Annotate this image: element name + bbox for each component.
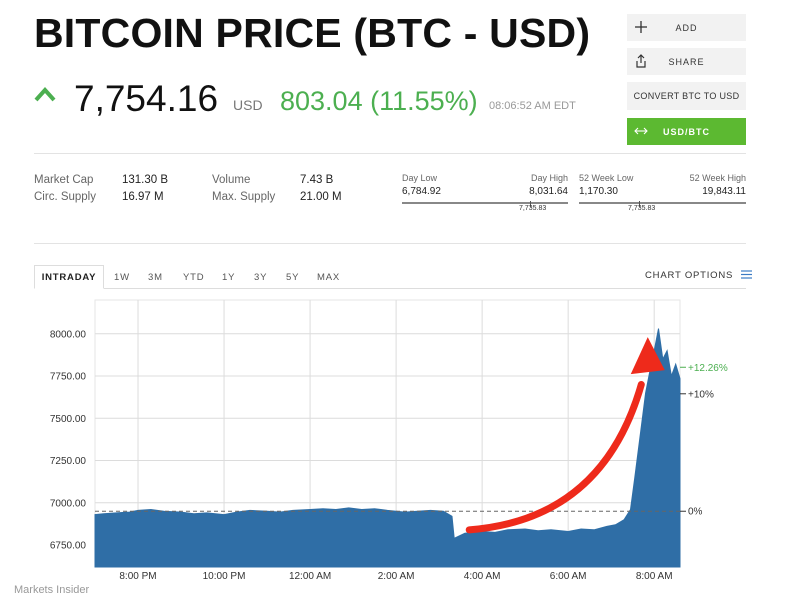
x-tick-label: 10:00 PM bbox=[203, 571, 246, 582]
x-tick-label: 8:00 AM bbox=[636, 571, 673, 582]
max-supply-label: Max. Supply bbox=[212, 191, 276, 203]
x-tick-label: 4:00 AM bbox=[464, 571, 501, 582]
price-row: 7,754.16 USD 803.04 (11.55%) 08:06:52 AM… bbox=[34, 78, 594, 122]
chart-options-button[interactable]: CHART OPTIONS bbox=[645, 270, 752, 281]
arrow-up-icon bbox=[34, 87, 56, 102]
price-area-series bbox=[94, 328, 681, 568]
day-high-value: 8,031.64 bbox=[529, 186, 568, 197]
day-range-bar bbox=[402, 202, 568, 204]
share-button-label: SHARE bbox=[668, 56, 705, 67]
52w-high-value: 19,843.11 bbox=[702, 186, 746, 197]
y-tick-label: 8000.00 bbox=[50, 329, 87, 340]
price-change: 803.04 (11.55%) bbox=[280, 86, 478, 116]
52w-high-label: 52 Week High bbox=[689, 173, 746, 183]
52w-range-marker bbox=[639, 201, 640, 207]
y-tick-label: 7000.00 bbox=[50, 498, 87, 509]
circ-supply-value: 16.97 M bbox=[122, 191, 164, 203]
volume-label: Volume bbox=[212, 174, 251, 186]
footer-source: Markets Insider bbox=[14, 584, 90, 593]
market-cap-value: 131.30 B bbox=[122, 174, 169, 186]
day-range: Day Low Day High 6,784.92 8,031.64 7,735… bbox=[402, 173, 568, 223]
y-tick-label: 6750.00 bbox=[50, 541, 87, 552]
52w-low-value: 1,170.30 bbox=[579, 186, 618, 197]
tab-1w[interactable]: 1W bbox=[114, 271, 130, 283]
52-week-range: 52 Week Low 52 Week High 1,170.30 19,843… bbox=[579, 173, 746, 223]
market-cap-label: Market Cap bbox=[34, 174, 94, 186]
trend-arrow-head bbox=[630, 337, 665, 375]
plus-icon bbox=[635, 21, 647, 33]
y-tick-label: 7500.00 bbox=[50, 414, 87, 425]
x-tick-label: 2:00 AM bbox=[378, 571, 415, 582]
tab-intraday[interactable]: INTRADAY bbox=[34, 265, 104, 289]
swap-arrows-icon bbox=[634, 127, 648, 135]
y-tick-label: 7250.00 bbox=[50, 456, 87, 467]
page-title: BITCOIN PRICE (BTC - USD) bbox=[34, 10, 591, 56]
day-high-label: Day High bbox=[530, 173, 568, 183]
divider bbox=[34, 153, 746, 154]
tab-3m[interactable]: 3M bbox=[148, 271, 163, 283]
day-low-value: 6,784.92 bbox=[402, 186, 441, 197]
52w-low-label: 52 Week Low bbox=[579, 173, 634, 183]
x-tick-label: 6:00 AM bbox=[550, 571, 587, 582]
currency-label: USD bbox=[233, 97, 263, 113]
day-range-current: 7,735.83 bbox=[519, 205, 547, 212]
tab-ytd[interactable]: YTD bbox=[183, 271, 205, 283]
max-supply-value: 21.00 M bbox=[300, 191, 342, 203]
day-range-marker bbox=[530, 201, 531, 207]
convert-btc-usd-button[interactable]: CONVERT BTC TO USD bbox=[627, 82, 746, 110]
share-icon bbox=[636, 54, 646, 68]
current-price: 7,754.16 bbox=[74, 78, 219, 119]
usd-btc-label: USD/BTC bbox=[663, 126, 710, 137]
price-timestamp: 08:06:52 AM EDT bbox=[489, 100, 576, 112]
circ-supply-label: Circ. Supply bbox=[34, 191, 96, 203]
volume-value: 7.43 B bbox=[300, 174, 334, 186]
share-button[interactable]: SHARE bbox=[627, 48, 746, 75]
y-tick-label: 7750.00 bbox=[50, 372, 87, 383]
trend-arrow bbox=[465, 380, 645, 534]
tab-1y[interactable]: 1Y bbox=[222, 271, 236, 283]
usd-btc-toggle-button[interactable]: USD/BTC bbox=[627, 118, 746, 145]
52w-range-current: 7,735.83 bbox=[628, 205, 656, 212]
x-tick-label: 8:00 PM bbox=[119, 571, 156, 582]
tab-max[interactable]: MAX bbox=[317, 271, 340, 283]
add-button-label: ADD bbox=[675, 22, 698, 33]
annotation-label: 0% bbox=[688, 507, 703, 518]
x-tick-label: 12:00 AM bbox=[289, 571, 331, 582]
tab-3y[interactable]: 3Y bbox=[254, 271, 268, 283]
divider bbox=[34, 243, 746, 244]
add-button[interactable]: ADD bbox=[627, 14, 746, 41]
annotation-label: +12.26% bbox=[688, 363, 728, 374]
chart-options-label: CHART OPTIONS bbox=[645, 270, 734, 281]
day-low-label: Day Low bbox=[402, 173, 438, 183]
menu-icon bbox=[740, 270, 752, 279]
tab-5y[interactable]: 5Y bbox=[286, 271, 300, 283]
tab-bar-rule bbox=[34, 288, 746, 289]
annotation-label: +10% bbox=[688, 389, 714, 400]
52w-range-bar bbox=[579, 202, 746, 204]
